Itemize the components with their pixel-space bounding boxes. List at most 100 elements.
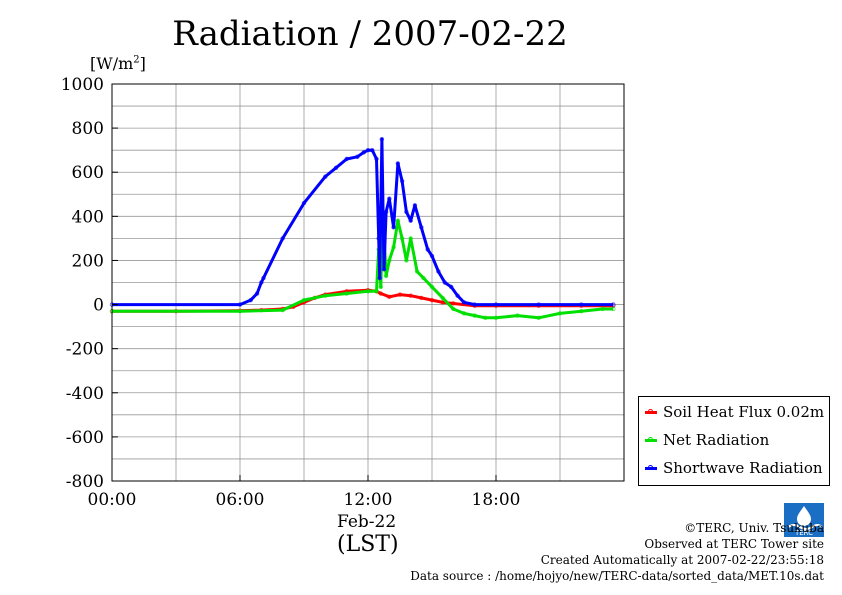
- y-tick-label: 1000: [61, 75, 104, 95]
- data-point: [419, 295, 424, 301]
- data-point: [442, 280, 447, 285]
- series-line-shortwave-radiation: [112, 137, 614, 307]
- data-point: [355, 154, 360, 159]
- footer-source: Data source : /home/hojyo/new/TERC-data/…: [410, 569, 824, 583]
- data-point: [455, 293, 460, 298]
- data-point: [611, 302, 616, 307]
- data-point: [408, 218, 413, 223]
- y-tick-label: 0: [93, 296, 104, 316]
- footer-created: Created Automatically at 2007-02-22/23:5…: [540, 553, 824, 567]
- legend: Soil Heat Flux 0.02m Net Radiation Short…: [638, 396, 830, 486]
- data-point: [600, 306, 605, 312]
- data-point: [493, 315, 499, 320]
- legend-swatch-green: [645, 436, 657, 442]
- y-tick-label: -400: [66, 384, 104, 404]
- axis-ticks: -800 -600 -400 -200 0 200 400 600 800 1000 00:00 06…: [61, 75, 521, 510]
- grid-lines: [111, 83, 625, 482]
- data-point: [378, 284, 383, 290]
- x-tick-label: 00:00: [88, 490, 137, 510]
- y-units-superscript: 2: [133, 54, 140, 66]
- data-point: [323, 174, 328, 179]
- legend-item-shortwave-radiation: Shortwave Radiation: [645, 457, 823, 479]
- y-tick-label: -600: [66, 428, 104, 448]
- data-point: [536, 315, 541, 320]
- data-point: [472, 313, 477, 318]
- data-point: [259, 280, 264, 285]
- data-point: [579, 302, 584, 307]
- data-point: [383, 273, 389, 279]
- data-point: [391, 225, 396, 230]
- footer-credits: ©TERC, Univ. Tsukuba Observed at TERC To…: [410, 520, 824, 584]
- data-point: [261, 275, 266, 281]
- logo-text: TERC: [794, 529, 813, 537]
- data-point: [365, 147, 371, 153]
- legend-item-soil-heat-flux: Soil Heat Flux 0.02m: [645, 401, 824, 423]
- data-point: [374, 289, 379, 294]
- data-point: [461, 311, 467, 316]
- footer-copyright: ©TERC, Univ. Tsukuba: [684, 521, 824, 535]
- data-point: [370, 147, 375, 153]
- data-point: [451, 306, 456, 312]
- terc-logo-icon: TERC: [784, 503, 824, 537]
- y-tick-label: 400: [72, 207, 104, 227]
- data-point: [387, 258, 392, 263]
- data-point: [404, 209, 409, 215]
- y-tick-label: 600: [72, 163, 104, 183]
- y-axis-units: [W/m2]: [90, 54, 146, 73]
- data-point: [436, 269, 441, 274]
- data-point: [280, 307, 285, 313]
- data-point: [301, 200, 307, 206]
- data-point: [254, 291, 260, 296]
- chart-title: Radiation / 2007-02-22: [172, 14, 568, 54]
- data-point: [377, 275, 382, 281]
- data-point: [408, 236, 413, 241]
- data-point: [579, 308, 584, 314]
- data-point: [515, 313, 520, 318]
- data-series: [109, 136, 616, 320]
- legend-label: Soil Heat Flux 0.02m: [663, 403, 825, 421]
- data-point: [483, 315, 488, 320]
- y-tick-label: 200: [72, 251, 104, 271]
- data-point: [376, 236, 381, 241]
- data-point: [365, 289, 371, 294]
- legend-swatch-blue: [645, 464, 657, 470]
- data-point: [421, 275, 426, 281]
- legend-item-net-radiation: Net Radiation: [645, 429, 769, 451]
- legend-swatch-red: [645, 408, 657, 414]
- data-point: [414, 269, 420, 274]
- x-tick-label: 12:00: [344, 490, 393, 510]
- data-point: [248, 297, 253, 303]
- data-point: [323, 293, 328, 298]
- data-point: [383, 209, 389, 215]
- data-point: [374, 156, 379, 162]
- x-axis-unit: (LST): [337, 532, 399, 557]
- data-point: [381, 267, 387, 272]
- data-point: [395, 161, 401, 166]
- data-point: [399, 236, 405, 241]
- y-tick-label: -800: [66, 472, 104, 492]
- x-tick-label: 18:00: [472, 490, 521, 510]
- data-point: [412, 203, 418, 208]
- legend-label: Shortwave Radiation: [663, 459, 823, 477]
- data-point: [387, 196, 392, 201]
- footer-site: Observed at TERC Tower site: [644, 537, 824, 551]
- data-point: [387, 294, 392, 300]
- data-point: [237, 302, 243, 307]
- data-point: [344, 156, 349, 162]
- data-point: [425, 247, 430, 252]
- y-tick-label: 800: [72, 119, 104, 139]
- data-point: [429, 284, 435, 290]
- data-point: [280, 236, 285, 241]
- data-point: [301, 297, 307, 303]
- data-point: [361, 150, 366, 155]
- x-axis-date: Feb-22: [337, 512, 397, 532]
- series-line-net-radiation: [112, 210, 614, 320]
- data-point: [429, 297, 435, 303]
- data-point: [536, 302, 541, 307]
- data-point: [419, 225, 424, 230]
- legend-label: Net Radiation: [663, 431, 770, 449]
- data-point: [408, 293, 413, 298]
- data-point: [451, 301, 456, 306]
- data-point: [397, 292, 403, 297]
